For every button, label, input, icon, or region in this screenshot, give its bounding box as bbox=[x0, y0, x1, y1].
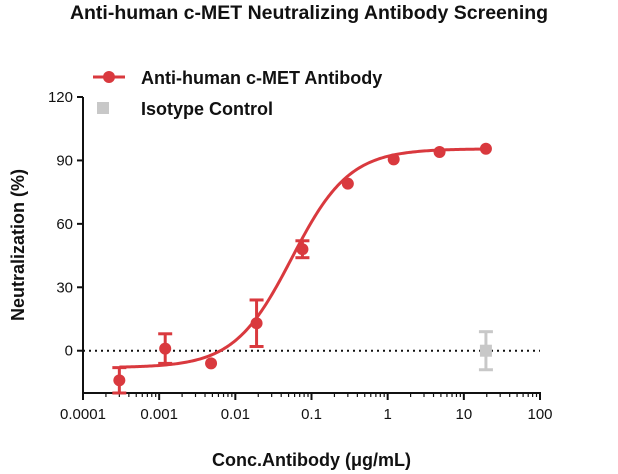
legend-marker-square bbox=[97, 102, 109, 114]
y-tick-label: 120 bbox=[48, 89, 73, 106]
series bbox=[112, 142, 493, 395]
y-tick-label: 90 bbox=[56, 152, 73, 169]
ticks: 0 30 60 90 120 0.0001 0.001 0.01 0.1 1 10 100 bbox=[48, 89, 553, 423]
antibody-data-point bbox=[433, 145, 446, 158]
legend-label-antibody: Anti-human c-MET Antibody bbox=[141, 68, 382, 88]
y-tick-label: 30 bbox=[56, 279, 73, 296]
antibody-data-point bbox=[296, 243, 309, 256]
isotype-data-point bbox=[479, 344, 492, 357]
legend: Anti-human c-MET Antibody Isotype Contro… bbox=[93, 68, 382, 119]
legend-item-antibody: Anti-human c-MET Antibody bbox=[93, 68, 382, 88]
x-tick-label: 100 bbox=[527, 406, 552, 423]
antibody-data-point bbox=[159, 342, 172, 355]
x-tick-label: 1 bbox=[383, 406, 391, 423]
legend-label-isotype: Isotype Control bbox=[141, 99, 273, 119]
x-tick-label: 10 bbox=[455, 406, 472, 423]
x-tick-label: 0.01 bbox=[221, 406, 250, 423]
legend-marker-circle bbox=[103, 71, 115, 83]
antibody-data-point bbox=[479, 142, 492, 155]
y-tick-label: 60 bbox=[56, 216, 73, 233]
axes bbox=[82, 97, 541, 394]
antibody-data-point bbox=[113, 374, 126, 387]
antibody-data-point bbox=[341, 177, 354, 190]
antibody-data-point bbox=[205, 357, 218, 370]
x-tick-label: 0.0001 bbox=[60, 406, 106, 423]
legend-item-isotype: Isotype Control bbox=[97, 99, 273, 119]
antibody-data-point bbox=[387, 153, 400, 166]
chart-title: Anti-human c-MET Neutralizing Antibody S… bbox=[69, 2, 549, 24]
fit-curve bbox=[119, 147, 486, 369]
x-tick-label: 0.001 bbox=[140, 406, 178, 423]
y-axis-label: Neutralization (%) bbox=[8, 169, 28, 321]
antibody-data-point bbox=[250, 317, 263, 330]
x-tick-label: 0.1 bbox=[301, 406, 322, 423]
x-axis-label: Conc.Antibody (μg/mL) bbox=[212, 450, 411, 470]
y-tick-label: 0 bbox=[65, 343, 73, 360]
